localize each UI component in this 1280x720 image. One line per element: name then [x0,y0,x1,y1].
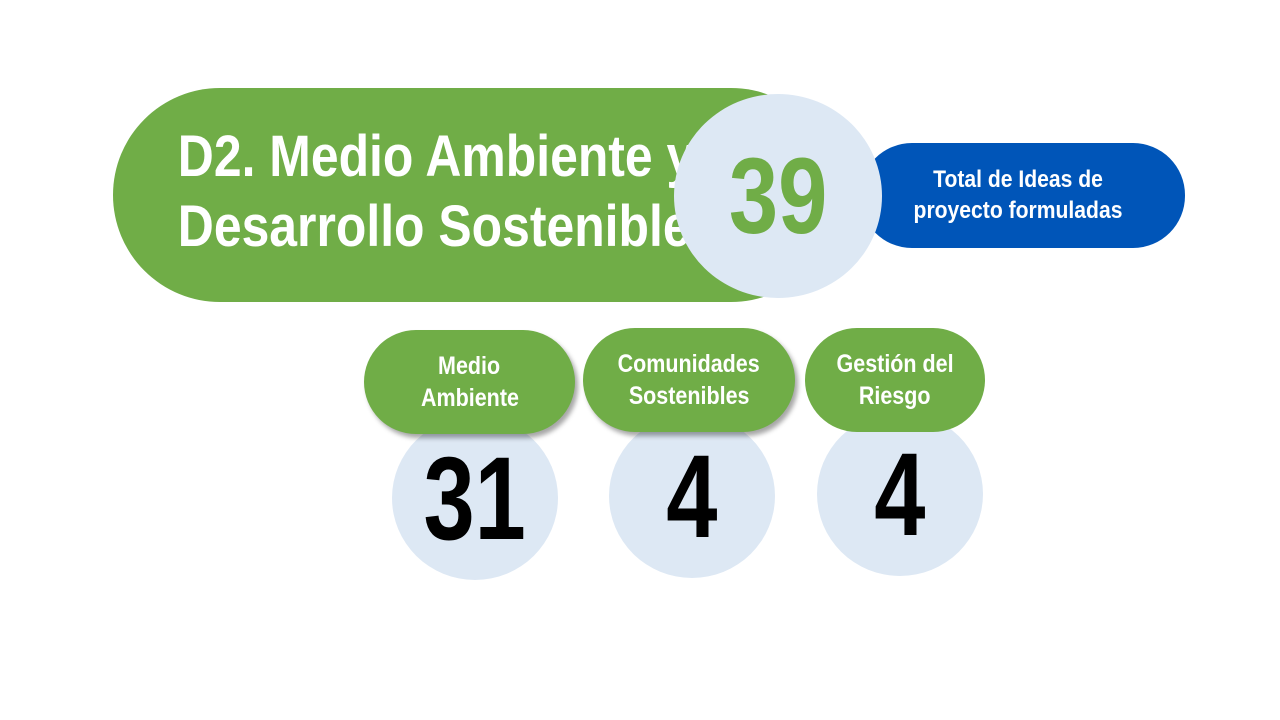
category-medio-ambiente-value: 31 [423,433,527,565]
category-gestion-riesgo-label-line2: Riesgo [859,382,931,410]
category-medio-ambiente-circle: 31 [392,416,558,580]
total-value: 39 [728,135,828,256]
category-comunidades-label-line1: Comunidades [617,350,761,378]
total-circle: 39 [674,94,882,298]
category-gestion-riesgo-pill: Gestión del Riesgo [805,328,985,432]
total-label-line1: Total de Ideas de [933,166,1103,193]
category-gestion-riesgo-value: 4 [874,429,926,561]
dimension-title-line2: Desarrollo Sostenible [177,194,691,259]
category-gestion-riesgo-label-line1: Gestión del [836,350,954,378]
dimension-title: D2. Medio Ambiente y Desarrollo Sostenib… [177,122,695,262]
category-comunidades-value: 4 [666,431,718,563]
category-medio-ambiente-label-line2: Ambiente [420,384,519,412]
total-label: Total de Ideas de proyecto formuladas [904,164,1133,226]
dimension-title-line1: D2. Medio Ambiente y [177,124,695,189]
total-label-line2: proyecto formuladas [913,197,1123,224]
category-comunidades-pill: Comunidades Sostenibles [583,328,795,432]
category-medio-ambiente-label-line1: Medio [438,352,501,380]
category-gestion-riesgo-circle: 4 [817,412,983,576]
category-comunidades-label-line2: Sostenibles [628,382,750,410]
category-comunidades-circle: 4 [609,414,775,578]
category-medio-ambiente-pill: Medio Ambiente [364,330,575,434]
